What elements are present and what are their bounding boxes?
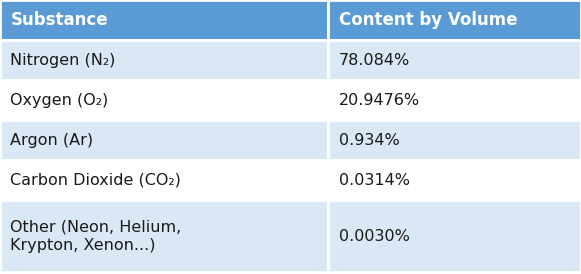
Text: Oxygen (O₂): Oxygen (O₂) [10, 93, 109, 107]
Text: 20.9476%: 20.9476% [339, 93, 420, 107]
Text: Carbon Dioxide (CO₂): Carbon Dioxide (CO₂) [10, 173, 181, 187]
Bar [0, 200, 328, 272]
Text: Other (Neon, Helium,
Krypton, Xenon...): Other (Neon, Helium, Krypton, Xenon...) [10, 219, 182, 253]
Bar [328, 120, 581, 160]
Bar [328, 0, 581, 40]
Text: Content by Volume: Content by Volume [339, 11, 517, 29]
Text: 0.0030%: 0.0030% [339, 229, 410, 244]
Bar [0, 0, 328, 40]
Bar [328, 80, 581, 120]
Bar [0, 40, 328, 80]
Text: 0.0314%: 0.0314% [339, 173, 410, 187]
Text: 78.084%: 78.084% [339, 53, 410, 67]
Bar [0, 80, 328, 120]
Text: 0.934%: 0.934% [339, 133, 400, 147]
Text: Argon (Ar): Argon (Ar) [10, 133, 94, 147]
Bar [328, 40, 581, 80]
Bar [328, 200, 581, 272]
Text: Substance: Substance [10, 11, 108, 29]
Bar [328, 160, 581, 200]
Bar [0, 120, 328, 160]
Bar [0, 160, 328, 200]
Text: Nitrogen (N₂): Nitrogen (N₂) [10, 53, 116, 67]
